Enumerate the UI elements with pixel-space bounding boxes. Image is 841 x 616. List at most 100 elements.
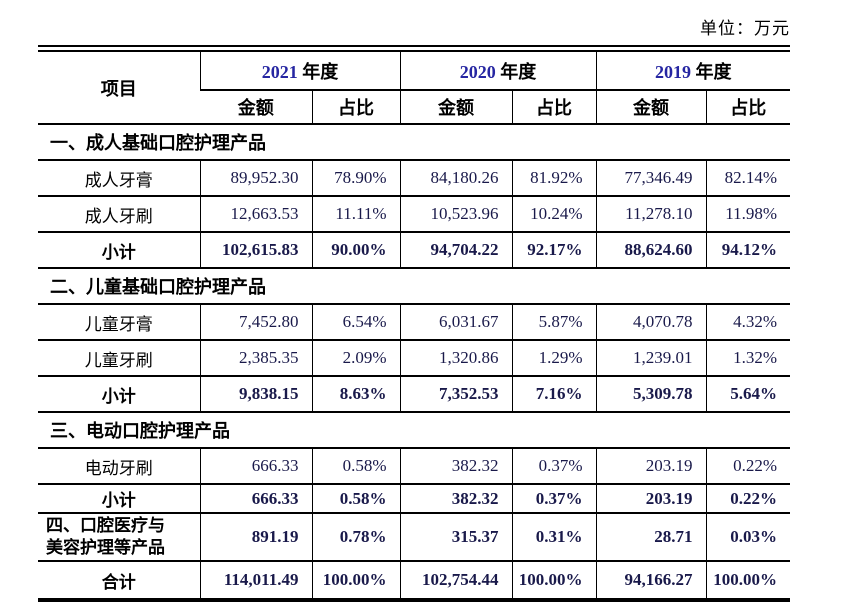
row-label: 电动牙刷 — [38, 447, 200, 484]
subtotal-row-electric: 小计 666.33 0.58% 382.32 0.37% 203.19 0.22… — [38, 483, 790, 513]
year-suffix: 年度 — [302, 61, 339, 82]
amount-cell: 6,031.67 — [399, 303, 512, 340]
amount-cell: 9,838.15 — [199, 375, 312, 412]
column-header-year-2020: 2020 年度 — [399, 52, 596, 90]
amount-cell: 4,070.78 — [595, 303, 706, 340]
section-row-electric: 三、电动口腔护理产品 — [38, 411, 790, 448]
amount-cell: 666.33 — [199, 447, 312, 484]
share-cell: 10.24% — [511, 195, 596, 232]
table-row-electric-toothbrush: 电动牙刷 666.33 0.58% 382.32 0.37% 203.19 0.… — [38, 447, 790, 484]
subtotal-row-adult: 小计 102,615.83 90.00% 94,704.22 92.17% 88… — [38, 231, 790, 268]
unit-label: 单位：万元 — [700, 19, 790, 38]
amount-cell: 315.37 — [399, 512, 512, 561]
year-suffix: 年度 — [500, 61, 537, 82]
amount-cell: 77,346.49 — [595, 159, 706, 196]
column-header-item: 项目 — [100, 78, 137, 99]
share-cell: 1.29% — [511, 339, 596, 376]
row-label-line2: 美容护理等产品 — [46, 538, 165, 557]
row-label: 四、口腔医疗与 美容护理等产品 — [38, 512, 200, 561]
share-cell: 0.03% — [705, 512, 790, 561]
header-row-years: 项目 2021 年度 2020 年度 2019 年度 — [38, 52, 790, 99]
year-value: 2019 — [655, 61, 691, 82]
subtotal-row-children: 小计 9,838.15 8.63% 7,352.53 7.16% 5,309.7… — [38, 375, 790, 412]
share-cell: 1.32% — [705, 339, 790, 376]
amount-cell: 1,239.01 — [595, 339, 706, 376]
amount-cell: 382.32 — [399, 483, 512, 513]
share-cell: 6.54% — [311, 303, 400, 340]
table-row-children-toothbrush: 儿童牙刷 2,385.35 2.09% 1,320.86 1.29% 1,239… — [38, 339, 790, 376]
amount-cell: 102,754.44 — [399, 560, 512, 598]
table-row-adult-toothbrush: 成人牙刷 12,663.53 11.11% 10,523.96 10.24% 1… — [38, 195, 790, 232]
amount-cell: 203.19 — [595, 447, 706, 484]
amount-cell: 12,663.53 — [199, 195, 312, 232]
amount-cell: 11,278.10 — [595, 195, 706, 232]
column-header-amount-2020: 金额 — [399, 89, 512, 124]
column-header-amount-2019: 金额 — [595, 89, 706, 124]
amount-cell: 891.19 — [199, 512, 312, 561]
amount-cell: 203.19 — [595, 483, 706, 513]
share-cell: 0.37% — [511, 483, 596, 513]
column-header-year-2021: 2021 年度 — [199, 52, 400, 90]
share-cell: 0.37% — [511, 447, 596, 484]
column-header-share-2020: 占比 — [511, 89, 596, 124]
share-cell: 11.98% — [705, 195, 790, 232]
share-cell: 0.78% — [311, 512, 400, 561]
section-row-adult: 一、成人基础口腔护理产品 — [38, 123, 790, 160]
share-cell: 4.32% — [705, 303, 790, 340]
table-row-adult-toothpaste: 成人牙膏 89,952.30 78.90% 84,180.26 81.92% 7… — [38, 159, 790, 196]
column-header-amount-2021: 金额 — [200, 89, 312, 124]
amount-cell: 10,523.96 — [399, 195, 512, 232]
amount-cell: 88,624.60 — [595, 231, 706, 268]
amount-cell: 28.71 — [595, 512, 706, 561]
revenue-table-wrapper: 项目 2021 年度 2020 年度 2019 年度 金额 占比 金额 占比 金… — [38, 45, 790, 602]
header-row-measures: 金额 占比 金额 占比 金额 占比 — [38, 89, 790, 124]
year-value: 2021 — [261, 61, 298, 82]
share-cell: 78.90% — [311, 159, 400, 196]
year-value: 2020 — [459, 61, 496, 82]
amount-cell: 89,952.30 — [199, 159, 312, 196]
share-cell: 0.22% — [705, 483, 790, 513]
row-label: 成人牙膏 — [38, 159, 200, 196]
share-cell: 100.00% — [311, 560, 400, 598]
share-cell: 0.22% — [705, 447, 790, 484]
amount-cell: 84,180.26 — [399, 159, 512, 196]
share-cell: 90.00% — [311, 231, 400, 268]
share-cell: 94.12% — [705, 231, 790, 268]
share-cell: 5.64% — [705, 375, 790, 412]
amount-cell: 7,452.80 — [199, 303, 312, 340]
share-cell: 81.92% — [511, 159, 596, 196]
row-label: 儿童牙膏 — [38, 303, 200, 340]
revenue-breakdown-table: 项目 2021 年度 2020 年度 2019 年度 金额 占比 金额 占比 金… — [38, 52, 790, 598]
amount-cell: 7,352.53 — [399, 375, 512, 412]
row-label-line1: 四、口腔医疗与 — [46, 515, 165, 535]
amount-cell: 1,320.86 — [399, 339, 512, 376]
share-cell: 8.63% — [311, 375, 400, 412]
section-header-label: 二、儿童基础口腔护理产品 — [38, 267, 790, 304]
share-cell: 7.16% — [511, 375, 596, 412]
amount-cell: 114,011.49 — [199, 560, 312, 598]
share-cell: 0.58% — [311, 483, 400, 513]
share-cell: 92.17% — [511, 231, 596, 268]
total-row: 合计 114,011.49 100.00% 102,754.44 100.00%… — [38, 560, 790, 598]
share-cell: 100.00% — [705, 560, 790, 598]
amount-cell: 382.32 — [399, 447, 512, 484]
share-cell: 0.58% — [311, 447, 400, 484]
amount-cell: 94,166.27 — [595, 560, 706, 598]
share-cell: 2.09% — [311, 339, 400, 376]
amount-cell: 666.33 — [199, 483, 312, 513]
share-cell: 82.14% — [705, 159, 790, 196]
amount-cell: 5,309.78 — [595, 375, 706, 412]
row-label: 儿童牙刷 — [38, 339, 200, 376]
share-cell: 5.87% — [511, 303, 596, 340]
share-cell: 0.31% — [511, 512, 596, 561]
column-header-year-2019: 2019 年度 — [595, 52, 790, 90]
row-label: 合计 — [38, 560, 200, 598]
year-suffix: 年度 — [695, 61, 732, 82]
share-cell: 11.11% — [311, 195, 400, 232]
amount-cell: 2,385.35 — [199, 339, 312, 376]
row-label: 成人牙刷 — [38, 195, 200, 232]
row-label: 小计 — [38, 375, 200, 412]
section-header-label: 一、成人基础口腔护理产品 — [38, 123, 790, 160]
row-label: 小计 — [38, 231, 200, 268]
